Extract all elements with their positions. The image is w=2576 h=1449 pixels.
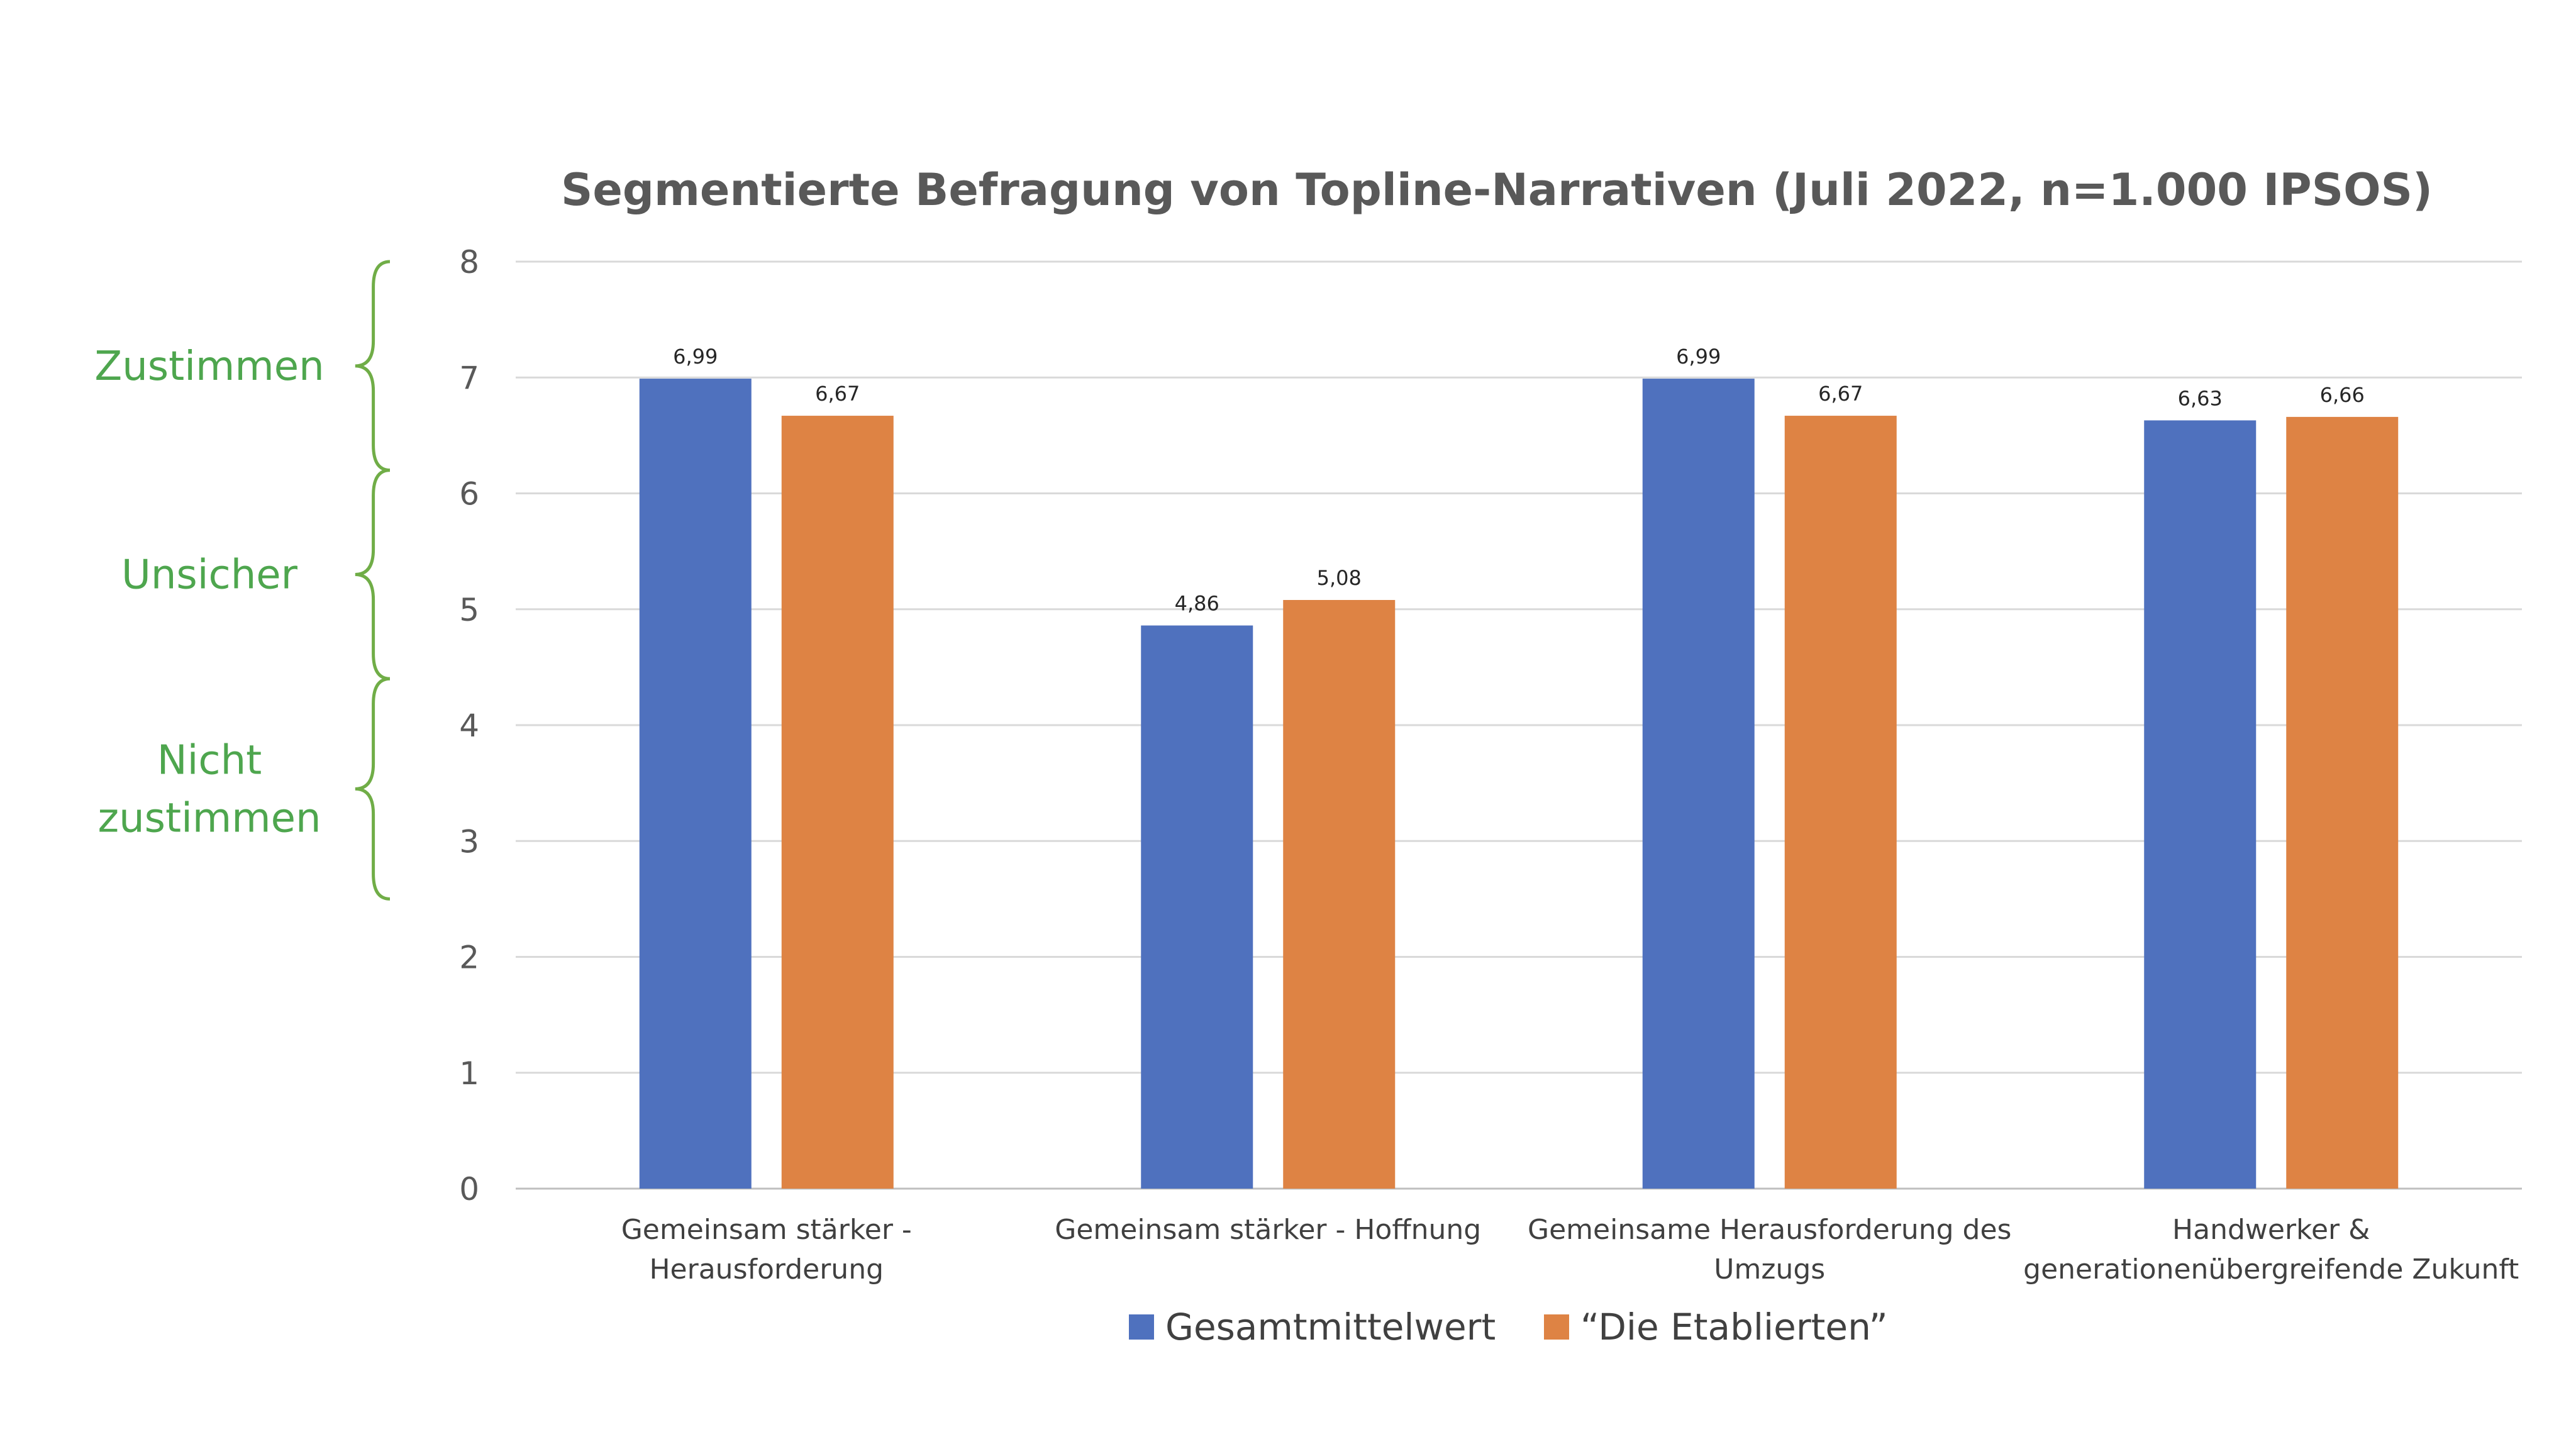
y-tick-label: 6 (459, 476, 479, 513)
zone-label: Unsicher (121, 552, 298, 598)
x-tick-label: Gemeinsame Herausforderung des (1528, 1214, 2011, 1246)
bar (639, 379, 752, 1189)
zone-label: Nicht (157, 737, 262, 784)
y-axis: 0 1 2 3 4 5 6 7 8 (459, 244, 479, 1208)
bar (1784, 416, 1897, 1189)
response-zones: Zustimmen Unsicher Nicht zustimmen (94, 260, 391, 901)
legend-swatch (1544, 1314, 1569, 1340)
zone-brace (355, 677, 391, 901)
y-tick-label: 5 (459, 592, 479, 628)
y-tick-label: 1 (459, 1055, 479, 1092)
data-label: 6,99 (1676, 345, 1721, 369)
bar (2286, 416, 2399, 1189)
y-tick-label: 8 (459, 244, 479, 280)
legend-swatch (1129, 1314, 1154, 1340)
zone-label: zustimmen (98, 795, 321, 841)
zone-label: Zustimmen (94, 343, 324, 390)
legend-label: “Die Etablierten” (1580, 1306, 1888, 1348)
zone-brace (355, 260, 391, 472)
data-label: 5,08 (1317, 566, 1362, 590)
x-tick-label: generationenübergreifende Zukunft (2023, 1253, 2519, 1285)
x-tick-label: Gemeinsam stärker - Hoffnung (1055, 1214, 1481, 1246)
legend-label: Gesamtmittelwert (1165, 1306, 1496, 1348)
data-label: 6,67 (1818, 382, 1863, 406)
x-tick-label: Umzugs (1714, 1253, 1825, 1285)
zone-brace (355, 469, 391, 680)
bar (1642, 379, 1755, 1189)
bar (1283, 600, 1396, 1189)
bar (781, 416, 894, 1189)
data-label: 6,67 (815, 382, 860, 406)
data-label: 6,99 (673, 345, 718, 369)
y-tick-label: 2 (459, 940, 479, 976)
data-label: 6,66 (2320, 383, 2365, 407)
x-axis: Gemeinsam stärker - Herausforderung Gemein… (621, 1214, 2519, 1285)
y-tick-label: 7 (459, 360, 479, 396)
y-tick-label: 4 (459, 708, 479, 744)
bars (639, 379, 2399, 1189)
chart-title: Segmentierte Befragung von Topline-Narra… (561, 164, 2433, 216)
bar (2144, 420, 2257, 1189)
bar (1141, 625, 1253, 1189)
x-tick-label: Gemeinsam stärker - (621, 1214, 912, 1246)
data-label: 4,86 (1175, 592, 1219, 616)
data-label: 6,63 (2178, 386, 2223, 410)
y-tick-label: 3 (459, 823, 479, 860)
data-labels: 6,99 6,67 4,86 5,08 6,99 6,67 6,63 6,66 (673, 345, 2365, 615)
x-tick-label: Herausforderung (649, 1253, 884, 1285)
y-tick-label: 0 (459, 1171, 479, 1208)
legend: Gesamtmittelwert “Die Etablierten” (1129, 1306, 1888, 1348)
x-tick-label: Handwerker & (2172, 1214, 2370, 1246)
